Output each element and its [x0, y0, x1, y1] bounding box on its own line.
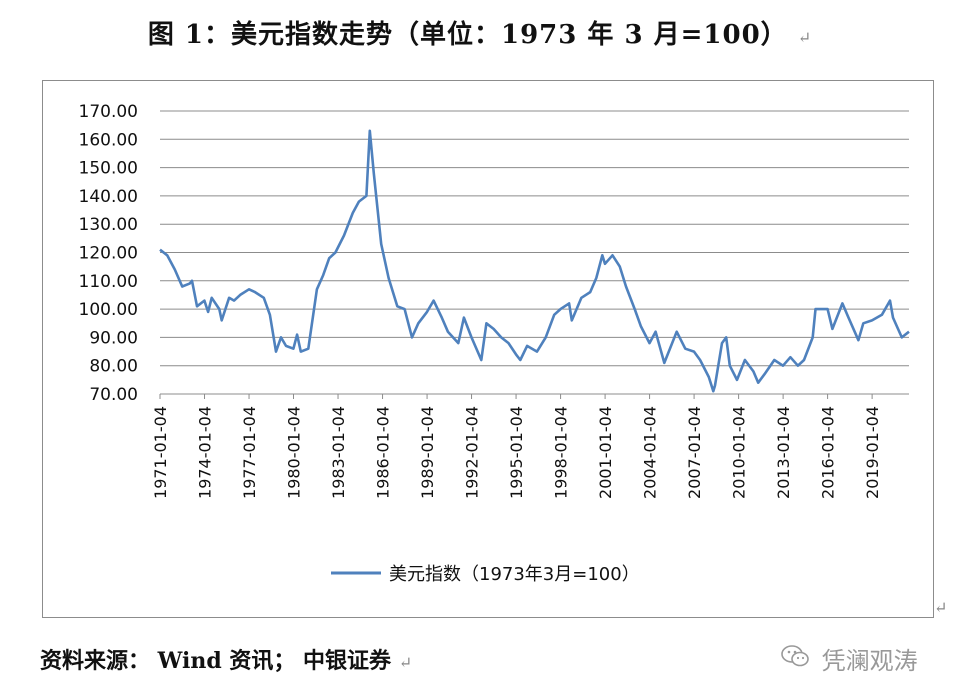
y-tick-label: 110.00	[79, 272, 138, 292]
legend-label: 美元指数（1973年3月=100）	[389, 564, 640, 585]
x-tick-label: 1983-01-04	[329, 406, 348, 499]
x-tick-label: 1989-01-04	[418, 406, 437, 499]
y-tick-label: 170.00	[79, 102, 138, 122]
x-tick-label: 1980-01-04	[285, 406, 304, 499]
chart-frame: 170.00 160.00 150.00 140.00 130.00 120.00 110.…	[42, 80, 934, 618]
series-line-usd-index	[159, 129, 910, 393]
x-tick-label: 1971-01-04	[151, 406, 170, 499]
x-tick-label: 2019-01-04	[863, 406, 882, 499]
x-tick-label: 1992-01-04	[463, 406, 482, 499]
x-tick-label: 1986-01-04	[374, 406, 393, 499]
y-tick-label: 160.00	[79, 130, 138, 150]
x-tick-label: 2010-01-04	[730, 406, 749, 499]
y-tick-label: 130.00	[79, 215, 138, 235]
x-axis-ticks: 1971-01-04 1974-01-04 1977-01-04 1980-01-04…	[151, 393, 909, 499]
return-mark: ↵	[797, 28, 813, 47]
figure-title-text: 图 1：美元指数走势（单位：1973 年 3 月=100）	[147, 20, 788, 50]
x-tick-label: 1995-01-04	[507, 406, 526, 499]
x-tick-label: 2007-01-04	[685, 406, 704, 499]
return-mark-3: ↵	[398, 653, 413, 672]
y-tick-label: 80.00	[89, 357, 138, 377]
watermark-text: 凭澜观涛	[821, 647, 918, 675]
x-tick-label: 1974-01-04	[196, 406, 215, 499]
y-tick-label: 90.00	[89, 328, 138, 348]
y-tick-label: 150.00	[79, 159, 138, 179]
usd-index-chart: 170.00 160.00 150.00 140.00 130.00 120.00 110.…	[79, 102, 910, 585]
y-tick-label: 120.00	[79, 244, 138, 264]
x-tick-label: 2013-01-04	[774, 406, 793, 499]
legend: 美元指数（1973年3月=100）	[331, 564, 640, 585]
x-tick-label: 1998-01-04	[552, 406, 571, 499]
source-note: 资料来源： Wind 资讯； 中银证券 ↵	[40, 643, 412, 675]
x-tick-label: 2016-01-04	[819, 406, 838, 499]
x-tick-label: 1977-01-04	[240, 406, 259, 499]
y-tick-label: 100.00	[79, 300, 138, 320]
y-tick-label: 70.00	[89, 385, 138, 405]
source-text: 资料来源： Wind 资讯； 中银证券	[40, 648, 392, 674]
watermark: 凭澜观涛	[780, 641, 950, 675]
x-tick-label: 2004-01-04	[641, 406, 660, 499]
x-tick-label: 2001-01-04	[596, 406, 615, 499]
return-mark-2: ↵	[934, 598, 948, 617]
y-tick-label: 140.00	[79, 187, 138, 207]
wechat-icon	[780, 643, 810, 675]
y-axis-ticks: 170.00 160.00 150.00 140.00 130.00 120.00 110.…	[79, 102, 138, 405]
figure-title: 图 1：美元指数走势（单位：1973 年 3 月=100） ↵	[0, 14, 960, 51]
